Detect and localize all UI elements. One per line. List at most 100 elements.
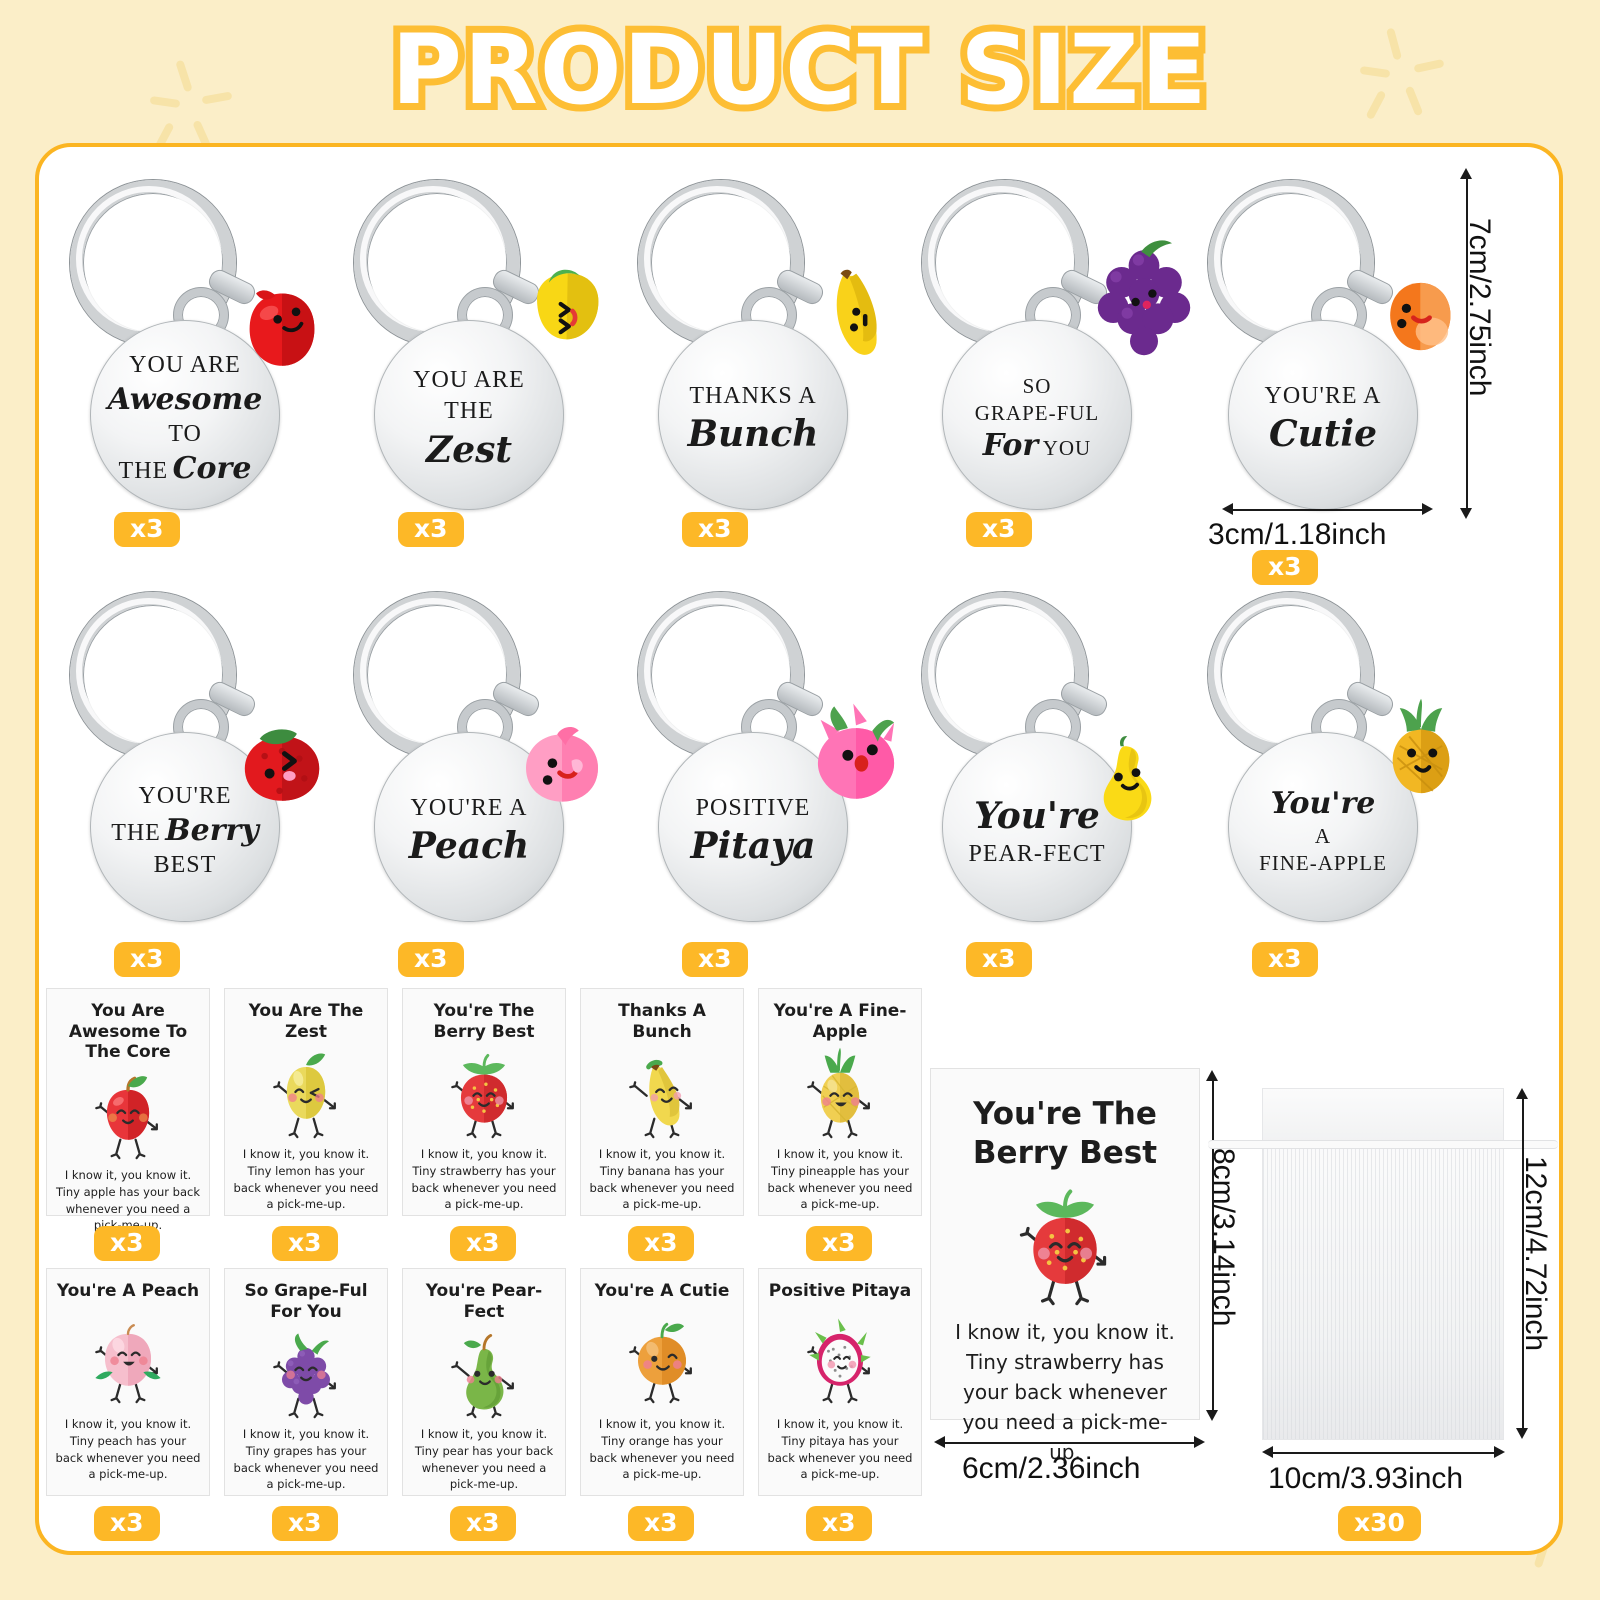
keychain-lemon[interactable]: YOU ARE THE Zest [346, 180, 626, 540]
charm-peach-icon [502, 708, 622, 820]
quantity-badge-keychain-lemon: x3 [398, 512, 464, 547]
engraved-disc: THANKS A Bunch [658, 320, 848, 510]
card-art-strawberry-icon [403, 1042, 565, 1146]
charm-banana-icon [798, 258, 910, 390]
quantity-badge-card-apple: x3 [94, 1226, 160, 1261]
keychain-grapes[interactable]: SO GRAPE-FUL For YOU [914, 180, 1194, 540]
quantity-badge-keychain-apple: x3 [114, 512, 180, 547]
card-height-label: 8cm/3.14inch [1207, 1148, 1240, 1327]
quantity-badge-card-pineapple: x3 [806, 1226, 872, 1261]
enlarged-card-title: You're The Berry Best [972, 1096, 1158, 1171]
card-art-pear-icon [403, 1322, 565, 1426]
bag-hem [1263, 1089, 1503, 1148]
card-body: I know it, you know it. Tiny pineapple h… [767, 1147, 913, 1212]
charm-pineapple-icon [1362, 694, 1480, 834]
card-art-peach-icon [47, 1302, 209, 1417]
message-card-pineapple: You're A Fine-Apple I know it, you know … [758, 988, 922, 1216]
engraved-disc: POSITIVE Pitaya [658, 732, 848, 922]
charm-apple-icon [228, 274, 336, 382]
message-card-lemon: You Are The Zest I know it, you know it.… [224, 988, 388, 1216]
card-art-lemon-icon [225, 1042, 387, 1146]
card-body: I know it, you know it. Tiny apple has y… [55, 1168, 200, 1232]
card-title: So Grape-Ful For You [244, 1281, 368, 1322]
quantity-badge-keychain-pineapple: x3 [1252, 942, 1318, 977]
message-card-banana: Thanks A Bunch I know it, you know it. T… [580, 988, 744, 1216]
message-card-pitaya: Positive Pitaya I know it, you know it. … [758, 1268, 922, 1496]
keychain-pitaya[interactable]: POSITIVE Pitaya [630, 592, 910, 952]
card-body: I know it, you know it. Tiny grapes has … [233, 1427, 379, 1492]
card-body: I know it, you know it. Tiny orange has … [589, 1417, 735, 1482]
bag-drawstring [1208, 1140, 1558, 1149]
quantity-badge-card-banana: x3 [628, 1226, 694, 1261]
card-body: I know it, you know it. Tiny pear has yo… [414, 1427, 554, 1492]
card-art-apple-icon [47, 1063, 209, 1167]
page-title: PRODUCT SIZE [385, 7, 1214, 133]
charm-strawberry-icon [220, 704, 344, 822]
card-body: I know it, you know it. Tiny lemon has y… [233, 1147, 379, 1212]
card-art-grapes-icon [225, 1322, 387, 1426]
message-card-apple: You Are Awesome To The Core I know it, y… [46, 988, 210, 1232]
card-title: You're Pear-Fect [425, 1281, 543, 1322]
engraved-disc: YOU'RE A Cutie [1228, 320, 1418, 510]
card-title: Thanks A Bunch [618, 1001, 706, 1042]
engraved-disc: YOU ARE Awesome TO THE Core [90, 320, 280, 510]
keychain-banana[interactable]: THANKS A Bunch [630, 180, 910, 540]
enlarged-card-body: I know it, you know it. Tiny strawberry … [955, 1319, 1175, 1464]
message-card-strawberry: You're The Berry Best I know it, you kno… [402, 988, 566, 1216]
quantity-badge-keychain-pear: x3 [966, 942, 1032, 977]
quantity-badge-keychain-banana: x3 [682, 512, 748, 547]
card-title: You're The Berry Best [433, 1001, 535, 1042]
card-title: Positive Pitaya [768, 1281, 912, 1301]
charm-pear-icon [1070, 722, 1180, 852]
quantity-badge-card-peach: x3 [94, 1506, 160, 1541]
card-width-label: 6cm/2.36inch [962, 1452, 1141, 1485]
card-title: You're A Fine-Apple [773, 1001, 907, 1042]
card-body: I know it, you know it. Tiny pitaya has … [767, 1417, 913, 1482]
quantity-badge-keychain-peach: x3 [398, 942, 464, 977]
engraved-disc: SO GRAPE-FUL For YOU [942, 320, 1132, 510]
card-title: You Are Awesome To The Core [68, 1001, 188, 1063]
keychain-strawberry[interactable]: YOU'RE THE Berry BEST [62, 592, 342, 952]
bag-height-label: 12cm/4.72inch [1519, 1156, 1552, 1352]
card-title: You're A Peach [56, 1281, 200, 1301]
quantity-badge-card-orange: x3 [628, 1506, 694, 1541]
card-art-orange-icon [581, 1302, 743, 1417]
card-art-pineapple-icon [759, 1042, 921, 1146]
quantity-badge-card-lemon: x3 [272, 1226, 338, 1261]
keychain-pear[interactable]: You're PEAR-FECT [914, 592, 1194, 952]
engraved-disc: You're PEAR-FECT [942, 732, 1132, 922]
card-title: You Are The Zest [248, 1001, 364, 1042]
bag-width-label: 10cm/3.93inch [1268, 1462, 1464, 1495]
page-title-container: PRODUCT SIZE [0, 7, 1600, 133]
charm-pitaya-icon [788, 690, 924, 814]
keychain-width-label: 3cm/1.18inch [1208, 518, 1387, 551]
charm-lemon-icon [504, 252, 622, 370]
engraved-disc: You're A FINE-APPLE [1228, 732, 1418, 922]
card-title: You're A Cutie [594, 1281, 730, 1301]
quantity-badge-keychain-orange: x3 [1252, 550, 1318, 585]
keychain-height-label: 7cm/2.75inch [1463, 218, 1496, 397]
quantity-badge-card-pear: x3 [450, 1506, 516, 1541]
quantity-badge-card-pitaya: x3 [806, 1506, 872, 1541]
quantity-badge-keychain-pitaya: x3 [682, 942, 748, 977]
message-card-pear: You're Pear-Fect I know it, you know it.… [402, 1268, 566, 1496]
keychain-peach[interactable]: YOU'RE A Peach [346, 592, 626, 952]
charm-grapes-icon [1074, 232, 1214, 372]
quantity-badge-keychain-grapes: x3 [966, 512, 1032, 547]
enlarged-card-art-strawberry-icon [931, 1173, 1199, 1317]
enlarged-message-card: You're The Berry Best I know it, you kno… [930, 1068, 1200, 1464]
keychain-orange[interactable]: YOU'RE A Cutie [1200, 180, 1480, 540]
quantity-badge-bag: x30 [1338, 1506, 1421, 1541]
card-art-pitaya-icon [759, 1302, 921, 1417]
card-body: I know it, you know it. Tiny strawberry … [411, 1147, 557, 1212]
card-art-banana-icon [581, 1042, 743, 1146]
engraved-disc: YOU ARE THE Zest [374, 320, 564, 510]
message-card-grapes: So Grape-Ful For You I know it, you know… [224, 1268, 388, 1496]
charm-orange-icon [1360, 262, 1476, 374]
keychain-apple[interactable]: YOU ARE Awesome TO THE Core [62, 180, 342, 540]
quantity-badge-card-grapes: x3 [272, 1506, 338, 1541]
keychain-pineapple[interactable]: You're A FINE-APPLE [1200, 592, 1480, 952]
message-card-orange: You're A Cutie I know it, you know it. T… [580, 1268, 744, 1496]
card-body: I know it, you know it. Tiny peach has y… [55, 1417, 201, 1482]
quantity-badge-card-strawberry: x3 [450, 1226, 516, 1261]
